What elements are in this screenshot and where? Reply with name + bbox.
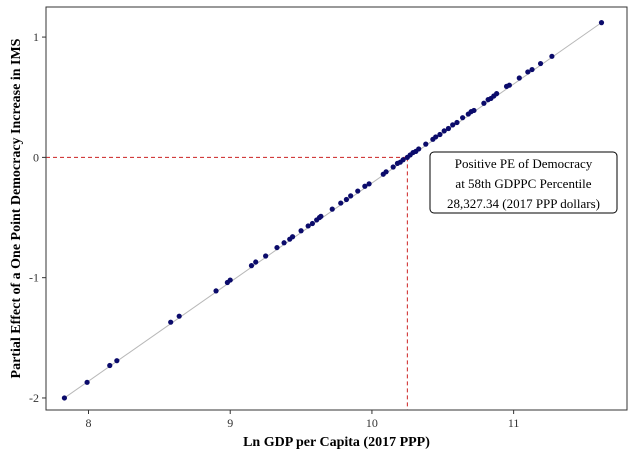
data-point bbox=[471, 107, 477, 114]
data-point bbox=[494, 91, 500, 97]
data-point bbox=[263, 253, 269, 259]
data-point bbox=[416, 146, 422, 152]
data-point bbox=[362, 183, 368, 189]
data-point bbox=[343, 196, 350, 203]
data-point bbox=[450, 122, 456, 128]
data-point bbox=[537, 60, 544, 67]
x-tick-label: 9 bbox=[227, 416, 233, 430]
data-point bbox=[213, 288, 219, 294]
annotation-box bbox=[429, 151, 618, 214]
data-point bbox=[516, 75, 522, 81]
data-point bbox=[248, 263, 255, 269]
data-point bbox=[481, 100, 487, 106]
data-point bbox=[390, 164, 396, 170]
data-point bbox=[433, 134, 439, 140]
plot-frame bbox=[45, 6, 628, 411]
data-point bbox=[318, 213, 324, 219]
data-point bbox=[400, 157, 406, 163]
data-point bbox=[281, 240, 287, 246]
annotation-line-1: Positive PE of Democracy bbox=[455, 156, 593, 171]
data-point bbox=[338, 200, 344, 206]
data-point bbox=[454, 119, 460, 126]
data-point bbox=[305, 223, 311, 229]
data-point bbox=[529, 66, 535, 73]
data-point bbox=[61, 395, 68, 401]
y-tick-label: -1 bbox=[29, 271, 39, 285]
reference-lines-layer bbox=[46, 156, 408, 410]
data-point bbox=[437, 131, 443, 138]
data-point bbox=[525, 69, 531, 75]
data-point bbox=[441, 128, 447, 134]
y-tick-label: 0 bbox=[33, 150, 39, 164]
data-point bbox=[460, 115, 466, 121]
ticks-layer: 8 9 10 11 -2 -1 0 1 bbox=[29, 30, 519, 430]
data-point bbox=[176, 313, 182, 319]
y-axis-title: Partial Effect of a One Point Democracy … bbox=[9, 38, 24, 378]
data-point bbox=[227, 277, 233, 283]
annotation: Positive PE of Democracy at 58th GDPPC P… bbox=[429, 151, 618, 214]
x-tick-label: 10 bbox=[366, 416, 378, 430]
data-point bbox=[329, 206, 335, 212]
data-point bbox=[274, 244, 280, 251]
data-point bbox=[423, 141, 429, 147]
data-point bbox=[506, 82, 512, 88]
data-point bbox=[107, 362, 113, 369]
data-point bbox=[598, 20, 605, 26]
x-tick-label: 11 bbox=[508, 416, 520, 430]
annotation-line-3: 28,327.34 (2017 PPP dollars) bbox=[447, 196, 600, 211]
data-point bbox=[366, 181, 372, 187]
data-point bbox=[355, 188, 361, 194]
data-point bbox=[253, 259, 259, 265]
x-axis-title: Ln GDP per Capita (2017 PPP) bbox=[243, 435, 430, 450]
data-point bbox=[114, 358, 120, 364]
data-point bbox=[298, 228, 304, 234]
y-tick-label: -2 bbox=[29, 391, 39, 405]
data-point bbox=[84, 379, 90, 385]
annotation-line-2: at 58th GDPPC Percentile bbox=[455, 176, 591, 191]
data-point bbox=[383, 169, 389, 175]
x-tick-label: 8 bbox=[86, 416, 92, 430]
data-point bbox=[168, 319, 174, 325]
data-point bbox=[348, 193, 354, 199]
data-point bbox=[289, 234, 296, 240]
y-tick-label: 1 bbox=[33, 30, 39, 44]
data-point bbox=[445, 125, 452, 132]
data-point bbox=[309, 220, 316, 227]
points-layer bbox=[61, 20, 605, 401]
data-point bbox=[549, 53, 555, 59]
